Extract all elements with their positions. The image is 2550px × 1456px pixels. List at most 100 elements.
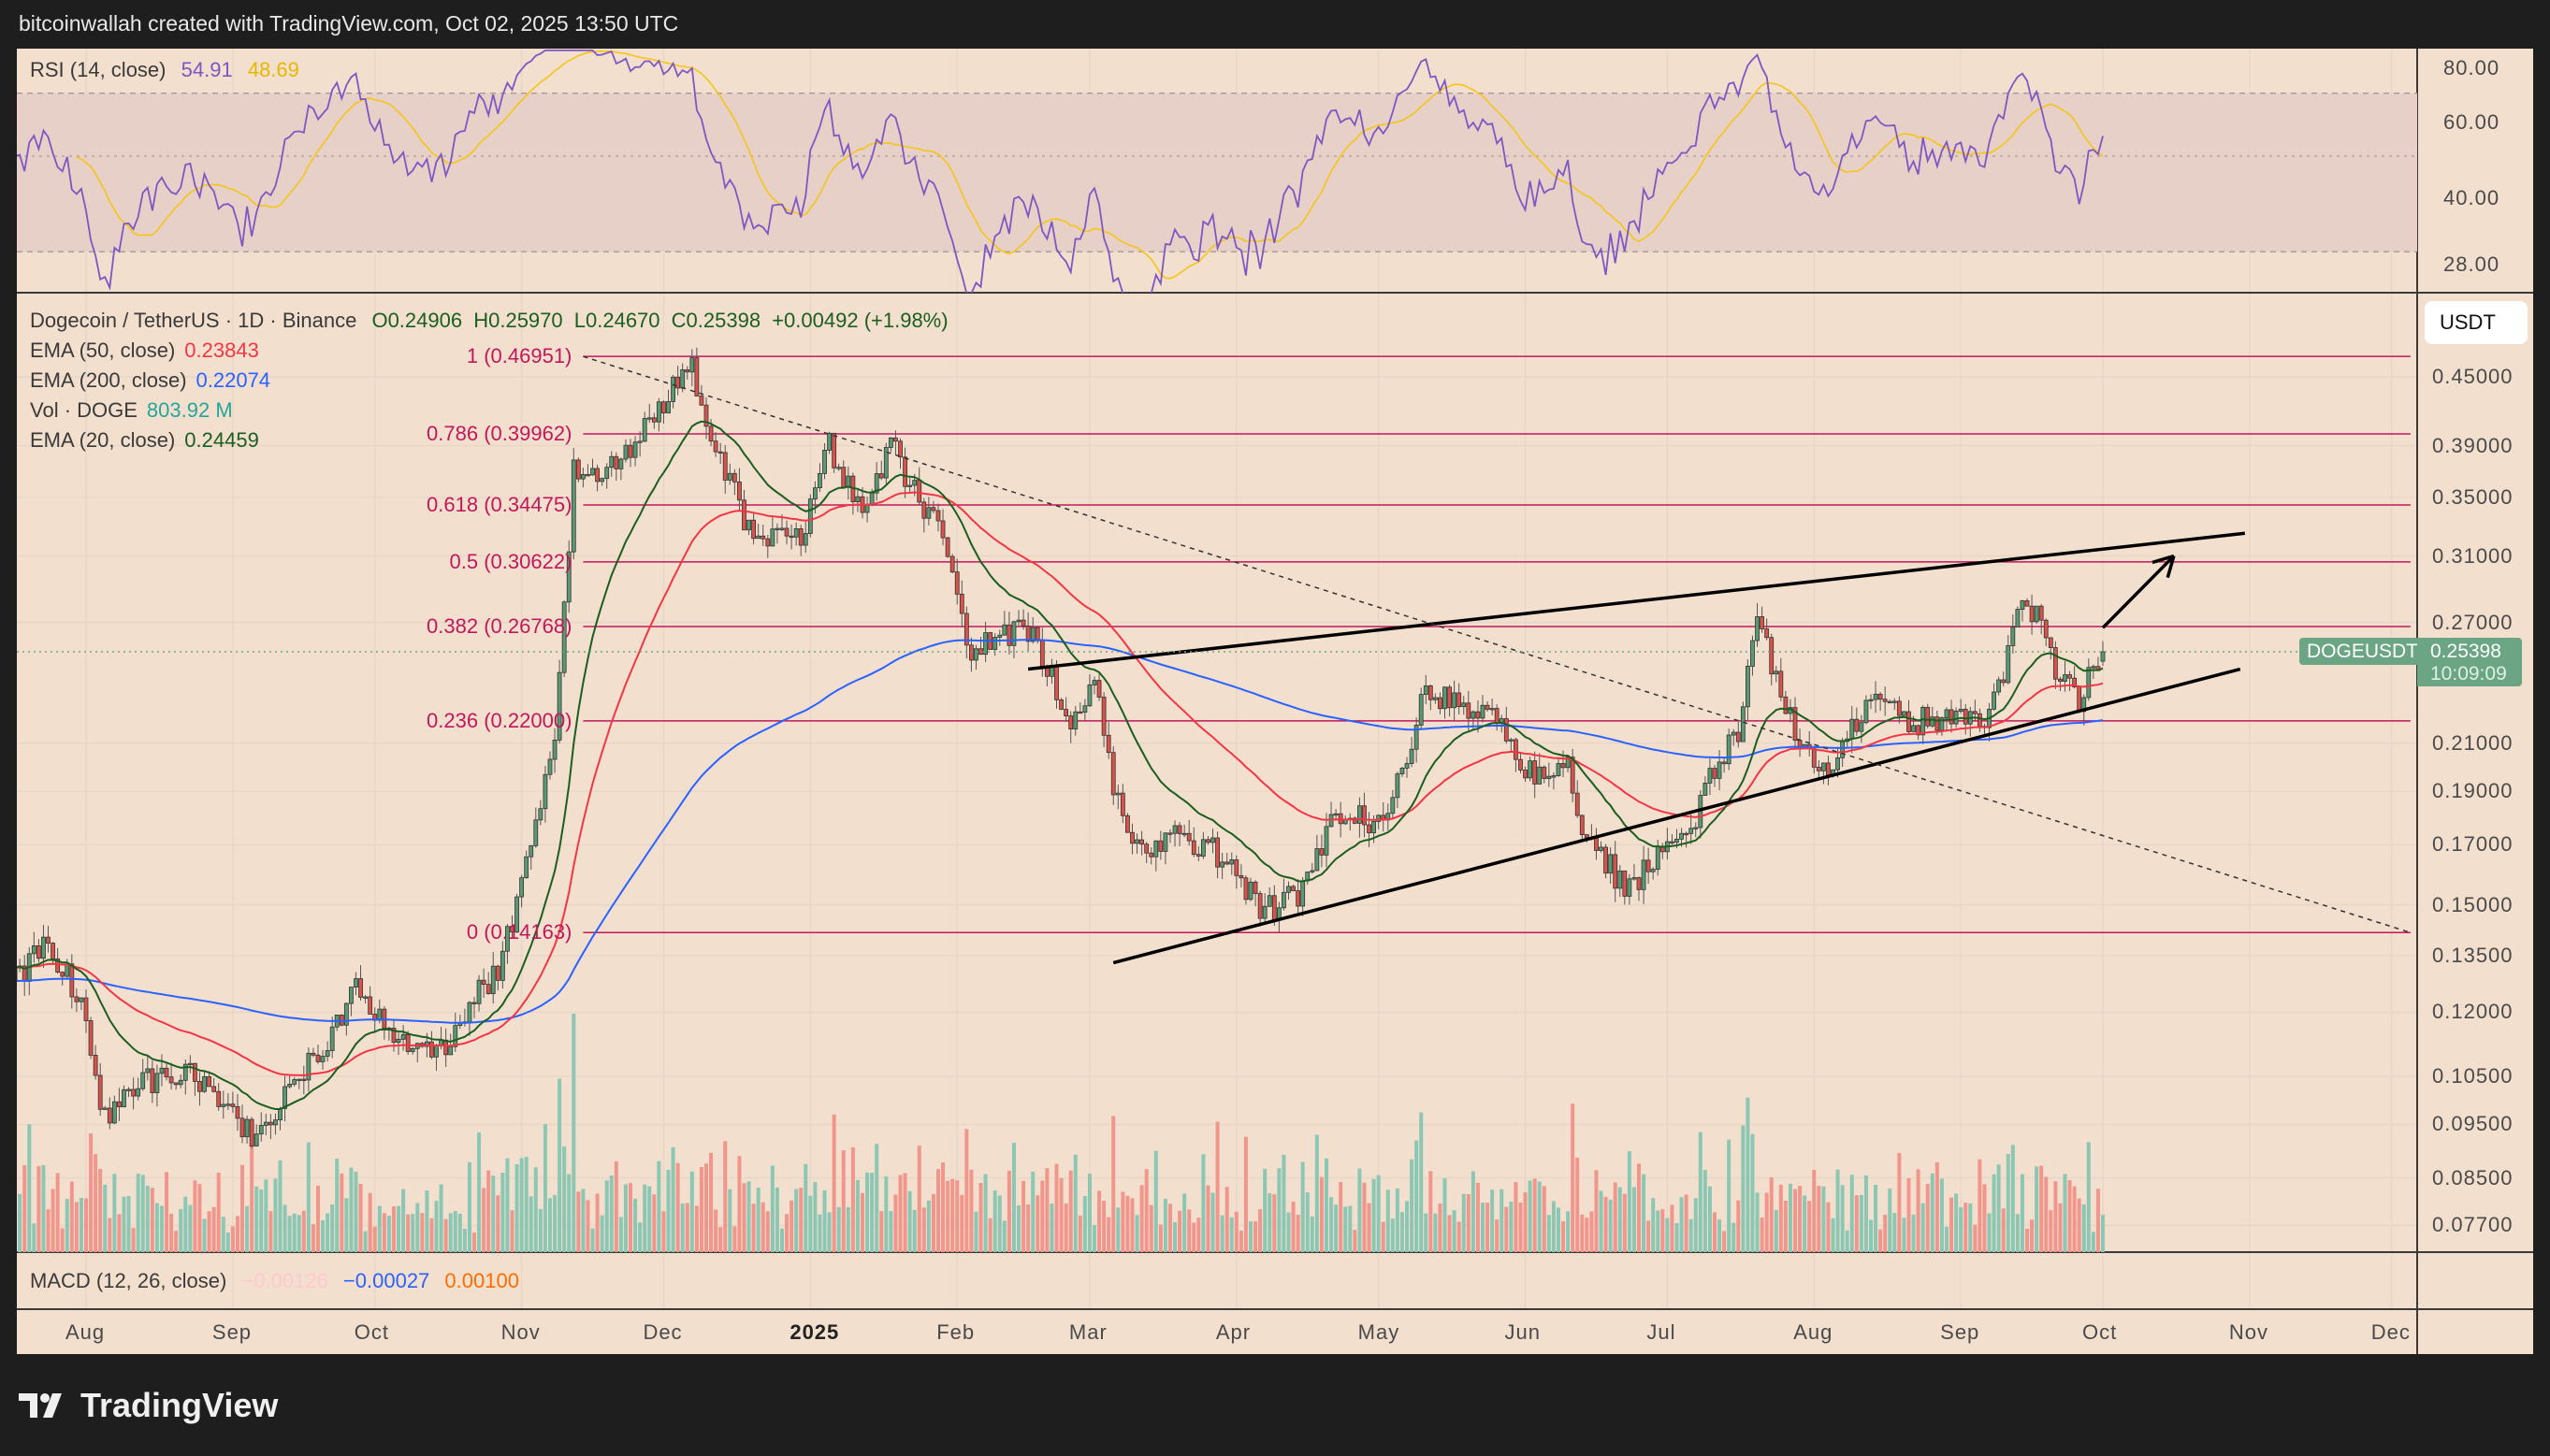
volume-bar <box>216 1172 221 1252</box>
volume-bar <box>1783 1201 1788 1252</box>
candle <box>202 1071 207 1093</box>
ema50-legend[interactable]: EMA (50, close) 0.23843 <box>30 339 268 363</box>
volume-legend[interactable]: Vol · DOGE 803.92 M <box>30 398 242 423</box>
candle-body <box>903 456 907 487</box>
candle-body <box>1125 814 1130 833</box>
volume-bar <box>2025 1229 2030 1252</box>
volume-bar <box>903 1173 907 1252</box>
volume-bar <box>1651 1198 1656 1252</box>
volume-bar <box>567 1174 572 1252</box>
volume-bar <box>742 1183 746 1252</box>
candle <box>1181 824 1187 838</box>
macd-legend[interactable]: MACD (12, 26, close) −0.00126 −0.00027 0… <box>30 1269 529 1293</box>
candle-body <box>1925 706 1931 727</box>
candle <box>1845 730 1850 747</box>
candle <box>637 431 643 457</box>
candle-body <box>945 537 950 557</box>
candle-body <box>1930 716 1935 727</box>
candle-body <box>637 440 643 443</box>
volume-bar <box>505 1158 510 1252</box>
candle <box>500 941 505 988</box>
candle <box>581 468 586 488</box>
candle <box>1002 611 1007 636</box>
candle-body <box>656 401 661 423</box>
candle-body <box>1641 859 1646 890</box>
candle <box>363 994 368 1004</box>
candle <box>983 621 988 663</box>
currency-button[interactable]: USDT <box>2425 301 2528 344</box>
volume-bar <box>326 1213 330 1252</box>
candle-body <box>1059 699 1064 710</box>
candle-body <box>959 593 964 614</box>
candle <box>1376 814 1382 829</box>
volume-bar <box>1234 1211 1239 1252</box>
symbol-legend: Dogecoin / TetherUS · 1D · Binance O0.24… <box>30 309 958 333</box>
volume-bar <box>1556 1207 1560 1252</box>
volume-bar <box>1399 1212 1404 1252</box>
volume-bar <box>600 1215 604 1252</box>
price-axis-tick: 0.13500 <box>2432 943 2514 967</box>
candle <box>1702 776 1708 796</box>
candle <box>1792 697 1798 749</box>
volume-bar <box>751 1204 756 1252</box>
candle-body <box>1220 861 1225 868</box>
candle <box>931 500 936 513</box>
volume-bar <box>1859 1194 1863 1252</box>
volume-bar <box>1920 1203 1925 1252</box>
candle-body <box>1282 891 1286 909</box>
candle <box>1324 813 1329 868</box>
candle <box>1774 666 1779 683</box>
candle-body <box>150 1068 155 1093</box>
candle <box>646 403 652 424</box>
volume-bar <box>1674 1222 1679 1252</box>
volume-bar <box>1831 1218 1835 1252</box>
candle-body <box>893 437 898 442</box>
volume-bar <box>779 1228 784 1252</box>
candle-body <box>2077 686 2082 713</box>
candle-body <box>737 481 742 501</box>
candle <box>1423 674 1428 705</box>
volume-bar <box>2058 1203 2063 1252</box>
candle-body <box>1352 817 1357 824</box>
arrow-head <box>2152 554 2175 565</box>
candle <box>789 524 794 550</box>
tradingview-logo[interactable]: TradingView <box>19 1386 278 1425</box>
volume-bar <box>1693 1198 1698 1252</box>
candle <box>505 924 510 964</box>
candle <box>836 463 842 471</box>
candle-body <box>1267 895 1272 907</box>
volume-bar <box>1272 1194 1277 1252</box>
volume-bar <box>1485 1203 1490 1252</box>
candle <box>1025 612 1031 652</box>
volume-bar <box>401 1189 406 1252</box>
volume-bar <box>349 1167 354 1252</box>
ema20-legend[interactable]: EMA (20, close) 0.24459 <box>30 428 268 453</box>
candle <box>1902 711 1906 716</box>
volume-bar <box>1178 1210 1182 1252</box>
volume-bar <box>1888 1188 1892 1252</box>
candle-body <box>2048 637 2053 648</box>
volume-bar <box>808 1195 813 1252</box>
candle <box>784 520 790 545</box>
volume-bar <box>1220 1215 1224 1252</box>
candle-body <box>1296 890 1301 907</box>
candle-body <box>207 1075 211 1088</box>
volume-bar <box>1390 1218 1395 1252</box>
candle-body <box>1863 699 1869 724</box>
volume-bar <box>2081 1204 2086 1252</box>
candle <box>1427 684 1433 711</box>
volume-bar <box>1959 1206 1963 1252</box>
candle-body <box>1324 826 1329 856</box>
candle-body <box>846 475 851 488</box>
candle-body <box>694 357 700 396</box>
ema200-legend[interactable]: EMA (200, close) 0.22074 <box>30 368 280 393</box>
candle <box>1891 698 1897 711</box>
candle <box>1172 820 1178 847</box>
volume-bar <box>1144 1169 1149 1252</box>
candle <box>368 986 373 1015</box>
volume-bar <box>1631 1187 1636 1252</box>
volume-bar <box>917 1146 921 1252</box>
candle-body <box>514 896 519 933</box>
volume-bar <box>1518 1202 1523 1252</box>
